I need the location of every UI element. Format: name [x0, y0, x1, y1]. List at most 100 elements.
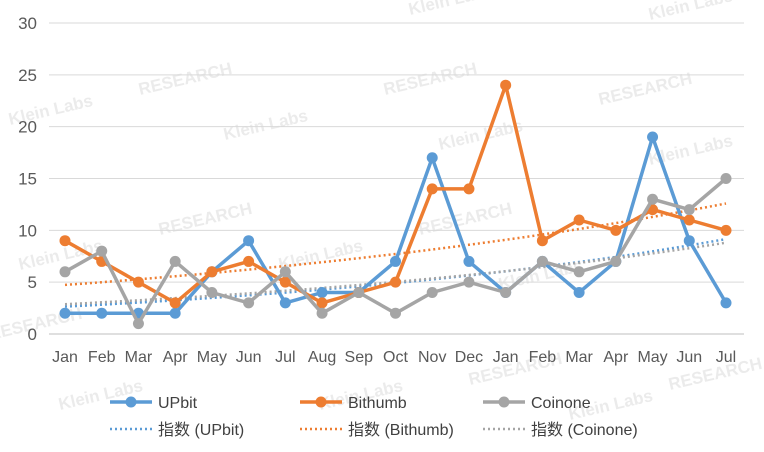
series-line-bithumb	[64, 83, 727, 305]
data-point-bithumb	[500, 79, 512, 91]
y-tick-label: 10	[18, 221, 37, 240]
series-coinone	[59, 173, 732, 330]
y-axis-ticks: 0 5 10 15 20 25 30	[18, 14, 37, 344]
x-tick-label: Apr	[163, 349, 189, 366]
data-point-bithumb	[610, 224, 622, 236]
watermark-text: Klein Labs	[277, 236, 365, 274]
x-tick-label: Apr	[603, 349, 629, 366]
data-point-upbit	[96, 307, 108, 319]
x-tick-label: Jun	[236, 349, 262, 366]
legend-marker-swatch	[315, 396, 327, 408]
data-point-coinone	[610, 255, 622, 267]
data-point-upbit	[279, 297, 291, 309]
y-tick-label: 0	[28, 325, 37, 344]
data-point-bithumb	[169, 297, 181, 309]
data-point-coinone	[536, 255, 548, 267]
x-tick-label: May	[637, 349, 667, 366]
data-point-upbit	[463, 255, 475, 267]
data-point-bithumb	[573, 214, 585, 226]
legend-item-bithumb: Bithumb	[300, 395, 407, 412]
data-point-bithumb	[536, 235, 548, 247]
gridlines	[49, 22, 744, 335]
legend-label: UPbit	[158, 395, 198, 412]
data-point-coinone	[463, 276, 475, 288]
data-point-coinone	[132, 318, 144, 330]
data-point-coinone	[683, 204, 695, 216]
watermark-text: RESEARCH	[137, 59, 234, 99]
data-point-upbit	[59, 307, 71, 319]
legend-trend-label: 指数 (Coinone)	[531, 421, 638, 439]
data-point-coinone	[59, 266, 71, 278]
series-bithumb	[59, 79, 732, 309]
legend-label: Coinone	[531, 395, 591, 412]
legend-item-coinone: Coinone	[483, 395, 591, 412]
data-point-upbit	[316, 287, 328, 299]
data-point-bithumb	[463, 183, 475, 195]
y-tick-label: 20	[18, 118, 37, 137]
watermark-text: RESEARCH	[417, 199, 514, 239]
watermark-text: Klein Labs	[647, 0, 735, 24]
watermark-text: RESEARCH	[382, 59, 479, 99]
x-tick-label: Dec	[455, 349, 483, 366]
data-point-coinone	[169, 255, 181, 267]
data-point-upbit	[647, 131, 659, 143]
series-lines	[59, 79, 732, 330]
data-point-upbit	[573, 287, 585, 299]
data-point-coinone	[279, 266, 291, 278]
x-tick-label: Jul	[716, 349, 736, 366]
data-point-coinone	[243, 297, 255, 309]
x-tick-label: Feb	[529, 349, 557, 366]
x-tick-label: Jun	[676, 349, 702, 366]
x-tick-label: Mar	[565, 349, 593, 366]
data-point-upbit	[243, 235, 255, 247]
data-point-coinone	[720, 173, 732, 184]
data-point-coinone	[573, 266, 585, 278]
legend-item-trend-coinone: 指数 (Coinone)	[483, 421, 638, 439]
data-point-bithumb	[59, 235, 71, 247]
data-point-upbit	[390, 255, 401, 267]
data-point-coinone	[316, 307, 328, 319]
x-tick-label: Feb	[88, 349, 116, 366]
watermark-text: Klein Labs	[647, 131, 735, 169]
data-point-coinone	[390, 307, 401, 319]
data-point-coinone	[353, 287, 365, 299]
watermark-text: Klein Labs	[407, 0, 495, 19]
y-tick-label: 25	[18, 66, 37, 85]
legend-trend-label: 指数 (Bithumb)	[348, 421, 454, 439]
x-tick-label: Aug	[308, 349, 336, 366]
data-point-bithumb	[243, 255, 255, 267]
data-point-upbit	[426, 152, 438, 164]
data-point-coinone	[96, 245, 108, 257]
x-tick-label: Jan	[493, 349, 519, 366]
y-tick-label: 5	[28, 273, 37, 292]
x-tick-label: Sep	[345, 349, 374, 366]
legend-item-trend-upbit: 指数 (UPbit)	[110, 421, 244, 439]
x-tick-label: Oct	[383, 349, 408, 366]
data-point-bithumb	[132, 276, 144, 288]
data-point-upbit	[169, 307, 181, 319]
x-tick-label: Jan	[52, 349, 78, 366]
watermark-text: Klein Labs	[57, 376, 145, 414]
data-point-bithumb	[316, 297, 328, 309]
x-tick-label: Mar	[125, 349, 153, 366]
x-axis-ticks: Jan Feb Mar Apr May Jun Jul Aug Sep Oct Nov Dec Jan F…	[52, 349, 736, 366]
series-line-coinone	[64, 177, 728, 326]
data-point-bithumb	[720, 224, 732, 236]
data-point-bithumb	[683, 214, 695, 226]
x-tick-label: Jul	[275, 349, 295, 366]
x-tick-label: Nov	[418, 349, 446, 366]
data-point-bithumb	[426, 183, 438, 195]
watermark-text: RESEARCH	[0, 304, 84, 344]
x-tick-label: May	[197, 349, 227, 366]
data-point-upbit	[683, 235, 695, 247]
data-point-upbit	[720, 297, 732, 309]
data-point-bithumb	[206, 266, 218, 278]
data-point-coinone	[206, 287, 218, 299]
legend-item-upbit: UPbit	[110, 395, 198, 412]
trendline-bithumb	[64, 202, 727, 287]
data-point-bithumb	[390, 276, 401, 288]
watermark-text: Klein Labs	[222, 106, 310, 144]
legend-marker-swatch	[498, 396, 510, 408]
